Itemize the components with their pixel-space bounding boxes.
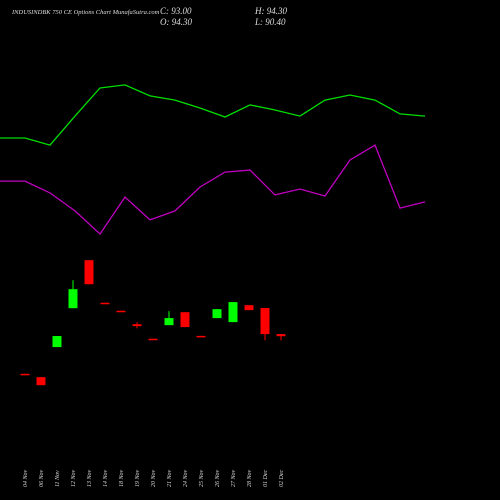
x-tick-label: 04 Nov — [22, 469, 29, 487]
x-tick-label: 20 Nov — [151, 469, 157, 487]
candle-body — [164, 318, 174, 326]
x-tick-label: 12 Nov — [71, 469, 77, 487]
indicator-line — [0, 144, 426, 235]
x-tick-label: 02 Dec — [279, 470, 285, 487]
candle-body — [196, 335, 206, 338]
candle-body — [84, 260, 94, 285]
candle-body — [260, 308, 270, 335]
chart-title: INDUSINDBK 750 CE Options Chart MunafaSu… — [11, 9, 160, 16]
candle-body — [180, 312, 190, 328]
open-label: O: 94.30 — [160, 17, 192, 27]
candle-body — [116, 310, 126, 313]
x-tick-label: 24 Nov — [182, 469, 189, 487]
x-tick-label: 21 Nov — [167, 469, 173, 487]
x-tick-label: 13 Nov — [87, 469, 93, 487]
candle-body — [148, 338, 158, 341]
x-tick-label: 28 Nov — [247, 469, 253, 487]
candle-body — [20, 373, 30, 376]
x-tick-label: 14 Nov — [102, 469, 109, 487]
x-tick-label: 25 Nov — [199, 469, 205, 487]
candle-body — [68, 289, 78, 309]
indicator-line — [0, 84, 426, 146]
x-tick-label: 18 Nov — [119, 469, 125, 487]
candle-body — [244, 305, 254, 311]
candle-body — [100, 302, 110, 305]
candle-body — [228, 302, 238, 323]
x-tick-label: 01 Dec — [263, 470, 269, 487]
high-label: H: 94.30 — [254, 6, 287, 16]
low-label: L: 90.40 — [254, 17, 286, 27]
x-tick-label: 26 Nov — [215, 469, 221, 487]
candle-body — [276, 334, 286, 337]
candle-body — [212, 309, 222, 319]
x-tick-label: 06 Nov — [39, 469, 45, 487]
candle-body — [36, 377, 46, 386]
close-label: C: 93.00 — [160, 6, 192, 16]
x-tick-label: 19 Nov — [135, 469, 141, 487]
x-tick-label: 27 Nov — [231, 469, 237, 487]
candle-body — [52, 336, 62, 348]
x-tick-label: 11 Nov — [55, 470, 61, 487]
candle-body — [132, 324, 142, 327]
